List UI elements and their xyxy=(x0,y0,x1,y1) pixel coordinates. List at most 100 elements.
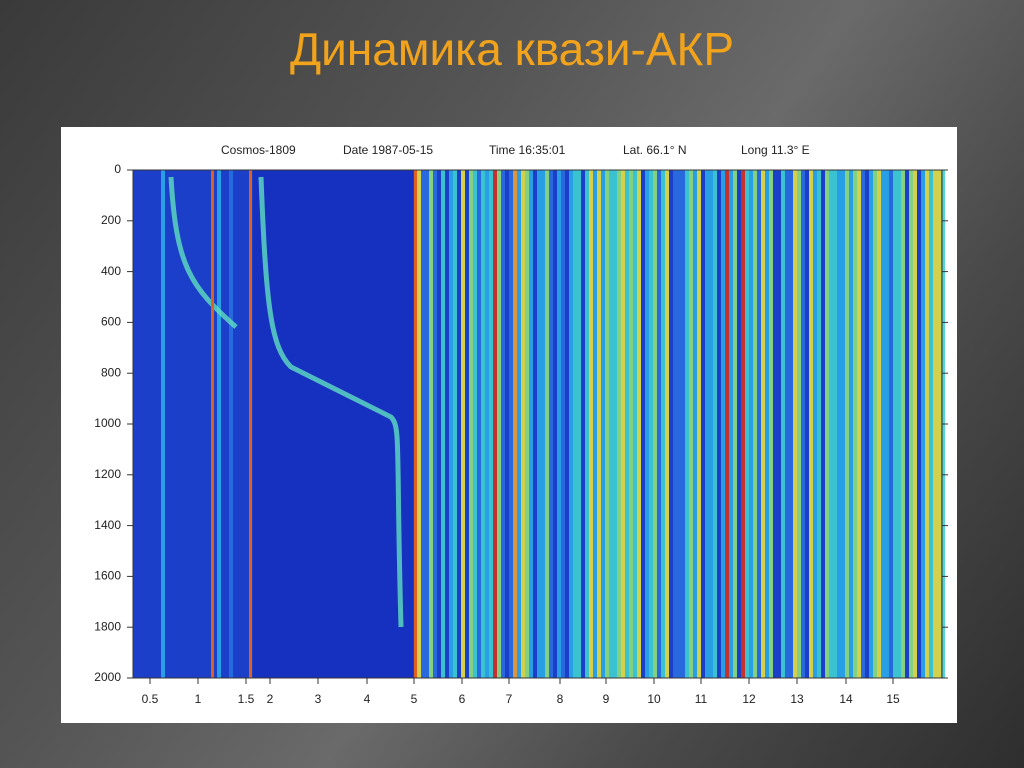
x-tick-label: 10 xyxy=(647,692,661,706)
spectrogram-stripe xyxy=(589,170,593,678)
spectrogram-stripe xyxy=(657,170,661,678)
spectrogram-stripe xyxy=(157,170,161,678)
spectrogram-stripe xyxy=(477,170,481,678)
spectrogram-stripe xyxy=(241,170,245,678)
spectrogram-stripe xyxy=(461,170,465,678)
spectrogram-stripe xyxy=(533,170,537,678)
spectrogram-stripe xyxy=(733,170,737,678)
spectrogram-stripe xyxy=(141,170,145,678)
spectrogram-stripe xyxy=(593,170,597,678)
spectrogram-stripe xyxy=(805,170,809,678)
spectrogram-stripe xyxy=(473,170,477,678)
spectrogram-stripe xyxy=(529,170,533,678)
spectrogram-stripe xyxy=(685,170,689,678)
spectrogram-stripe xyxy=(833,170,837,678)
spectrogram-stripe xyxy=(565,170,569,678)
y-tick-label: 1000 xyxy=(94,416,121,430)
spectrogram-stripe xyxy=(245,170,249,678)
spectrogram xyxy=(133,170,945,678)
figure-header: Cosmos-1809 xyxy=(221,143,296,157)
spectrogram-stripe xyxy=(649,170,653,678)
spectrogram-stripe xyxy=(925,170,929,678)
x-tick-label: 8 xyxy=(557,692,564,706)
x-tick-label: 5 xyxy=(411,692,418,706)
spectrogram-stripe xyxy=(821,170,825,678)
spectrogram-stripe xyxy=(621,170,625,678)
spectrogram-stripe xyxy=(545,170,549,678)
spectrogram-stripe xyxy=(917,170,921,678)
spectrogram-line xyxy=(211,170,214,678)
spectrogram-stripe xyxy=(865,170,869,678)
spectrogram-stripe xyxy=(873,170,877,678)
spectrogram-stripe xyxy=(661,170,665,678)
spectrogram-stripe xyxy=(637,170,641,678)
y-tick-label: 1200 xyxy=(94,467,121,481)
spectrogram-stripe xyxy=(889,170,893,678)
spectrogram-stripe xyxy=(449,170,453,678)
spectrogram-stripe xyxy=(617,170,621,678)
spectrogram-stripe xyxy=(837,170,841,678)
spectrogram-stripe xyxy=(133,170,137,678)
spectrogram-stripe xyxy=(553,170,557,678)
spectrogram-stripe xyxy=(497,170,501,678)
spectrogram-stripe xyxy=(937,170,941,678)
x-tick-label: 13 xyxy=(790,692,804,706)
spectrogram-stripe xyxy=(557,170,561,678)
spectrogram-stripe xyxy=(485,170,489,678)
x-tick-label: 4 xyxy=(364,692,371,706)
y-tick-label: 1400 xyxy=(94,518,121,532)
slide-title: Динамика квази-АКР xyxy=(289,23,735,75)
y-tick-label: 1600 xyxy=(94,569,121,583)
spectrogram-stripe xyxy=(445,170,449,678)
x-tick-label: 14 xyxy=(839,692,853,706)
spectrogram-stripe xyxy=(525,170,529,678)
spectrogram-stripe xyxy=(773,170,777,678)
spectrogram-stripe xyxy=(781,170,785,678)
spectrogram-stripe xyxy=(493,170,497,678)
spectrogram-stripe xyxy=(601,170,605,678)
spectrogram-stripe xyxy=(933,170,937,678)
x-tick-label: 15 xyxy=(886,692,900,706)
spectrogram-stripe xyxy=(153,170,157,678)
spectrogram-stripe xyxy=(793,170,797,678)
spectrogram-stripe xyxy=(201,170,205,678)
spectrogram-stripe xyxy=(213,170,217,678)
spectrogram-stripe xyxy=(453,170,457,678)
spectrogram-stripe xyxy=(749,170,753,678)
spectrogram-stripe xyxy=(673,170,677,678)
spectrogram-stripe xyxy=(233,170,237,678)
spectrogram-stripe xyxy=(137,170,141,678)
spectrogram-stripe xyxy=(509,170,513,678)
spectrogram-stripe xyxy=(869,170,873,678)
spectrogram-stripe xyxy=(693,170,697,678)
spectrogram-stripe xyxy=(437,170,441,678)
spectrogram-stripe xyxy=(785,170,789,678)
x-tick-label: 7 xyxy=(506,692,513,706)
spectrogram-stripe xyxy=(929,170,933,678)
spectrogram-stripe xyxy=(221,170,225,678)
spectrogram-stripe xyxy=(541,170,545,678)
spectrogram-stripe xyxy=(901,170,905,678)
spectrogram-stripe xyxy=(597,170,601,678)
spectrogram-stripe xyxy=(641,170,645,678)
figure-header: Long 11.3° E xyxy=(741,143,810,157)
spectrogram-stripe xyxy=(173,170,177,678)
spectrogram-stripe xyxy=(505,170,509,678)
y-tick-label: 2000 xyxy=(94,670,121,684)
spectrogram-stripe xyxy=(229,170,233,678)
spectrogram-stripe xyxy=(177,170,181,678)
spectrogram-stripe xyxy=(757,170,761,678)
spectrogram-stripe xyxy=(645,170,649,678)
spectrogram-stripe xyxy=(741,170,745,678)
spectrogram-stripe xyxy=(825,170,829,678)
spectrogram-stripe xyxy=(677,170,681,678)
y-tick-label: 0 xyxy=(114,162,121,176)
spectrogram-stripe xyxy=(145,170,149,678)
figure: Cosmos-1809 Date 1987-05-15 Time 16:35:01 L… xyxy=(61,127,957,723)
y-tick-label: 400 xyxy=(101,264,121,278)
spectrogram-stripe xyxy=(849,170,853,678)
y-tick-label: 1800 xyxy=(94,619,121,633)
spectrogram-stripe xyxy=(709,170,713,678)
spectrogram-stripe xyxy=(465,170,469,678)
